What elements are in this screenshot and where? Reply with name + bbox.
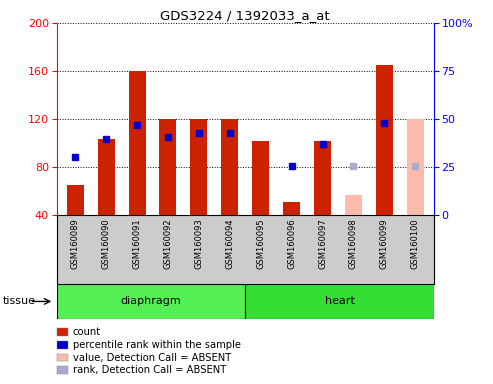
Text: GSM160098: GSM160098 (349, 218, 358, 269)
Bar (407, 119, 424, 215)
Text: heart: heart (324, 296, 354, 306)
Bar (67, 185, 84, 215)
Text: GSM160095: GSM160095 (256, 218, 265, 269)
Text: GSM160092: GSM160092 (164, 218, 173, 269)
Bar (159, 119, 176, 215)
Text: GSM160091: GSM160091 (133, 218, 141, 269)
Title: GDS3224 / 1392033_a_at: GDS3224 / 1392033_a_at (160, 9, 330, 22)
Text: GSM160100: GSM160100 (411, 218, 420, 269)
Bar (314, 141, 331, 215)
Text: GSM160099: GSM160099 (380, 218, 389, 269)
Bar (190, 119, 208, 215)
Text: percentile rank within the sample: percentile rank within the sample (73, 340, 241, 350)
Bar (98, 139, 115, 215)
Text: value, Detection Call = ABSENT: value, Detection Call = ABSENT (73, 353, 231, 362)
Bar (129, 71, 145, 215)
Text: count: count (73, 327, 101, 337)
Bar (57, 284, 245, 319)
Text: GSM160094: GSM160094 (225, 218, 234, 269)
Text: GSM160090: GSM160090 (102, 218, 110, 269)
Bar (345, 195, 362, 215)
Text: tissue: tissue (2, 296, 35, 306)
Bar (221, 119, 238, 215)
Bar (252, 141, 269, 215)
Text: GSM160089: GSM160089 (70, 218, 80, 269)
Text: GSM160096: GSM160096 (287, 218, 296, 269)
Bar (283, 202, 300, 215)
Text: GSM160097: GSM160097 (318, 218, 327, 269)
Bar (376, 65, 393, 215)
Bar (245, 284, 434, 319)
Text: diaphragm: diaphragm (121, 296, 181, 306)
Text: GSM160093: GSM160093 (194, 218, 204, 269)
Text: rank, Detection Call = ABSENT: rank, Detection Call = ABSENT (73, 365, 226, 375)
